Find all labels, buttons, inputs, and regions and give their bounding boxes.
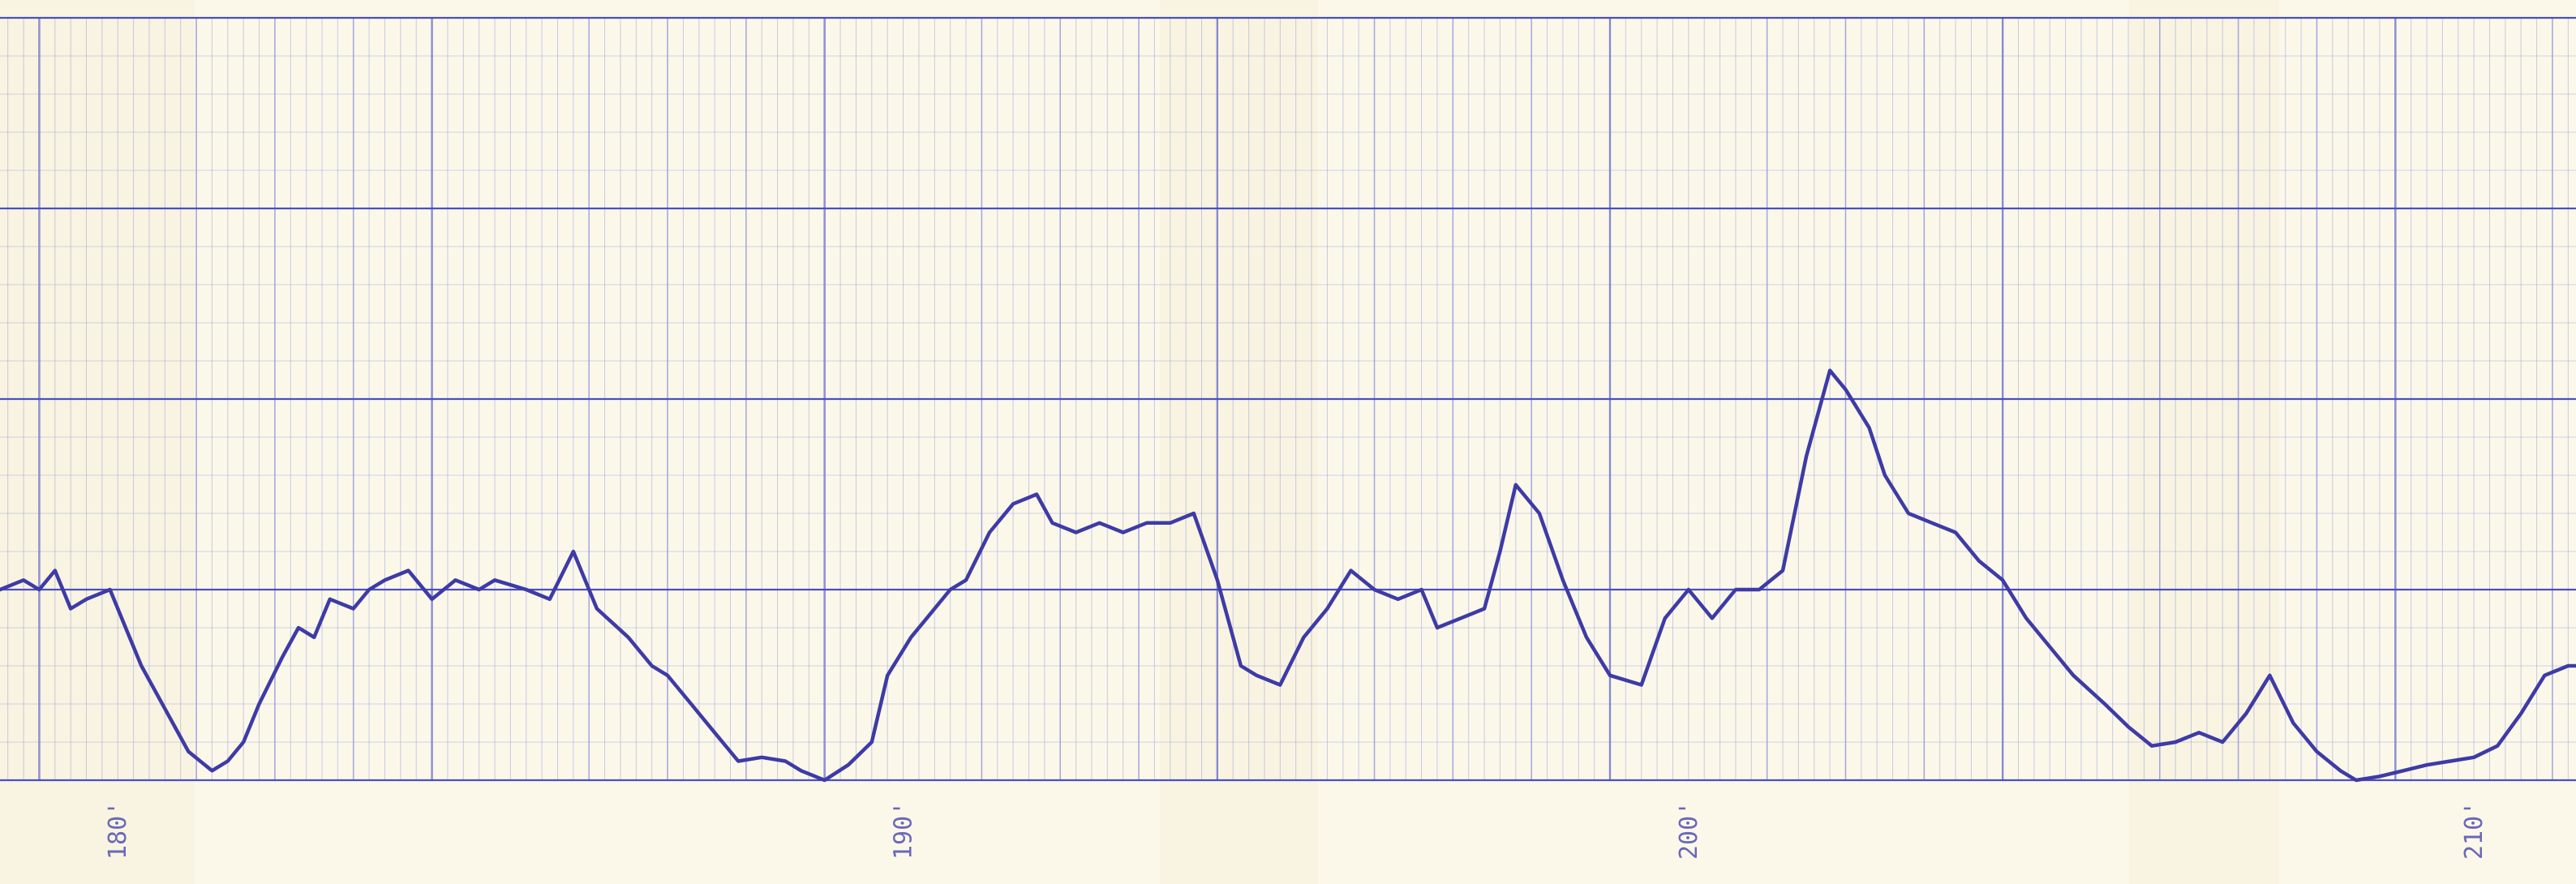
x-tick-label: 190' [890, 801, 918, 860]
x-tick-label: 200' [1675, 801, 1703, 860]
major-grid-lines [0, 16, 2576, 782]
x-axis-tick-labels: 180' 190' 200' 210' [104, 801, 2488, 860]
paper-fold-1 [0, 0, 195, 884]
x-tick-label: 180' [104, 801, 132, 860]
data-trace-line [0, 368, 2576, 783]
x-tick-label: 210' [2460, 801, 2488, 860]
